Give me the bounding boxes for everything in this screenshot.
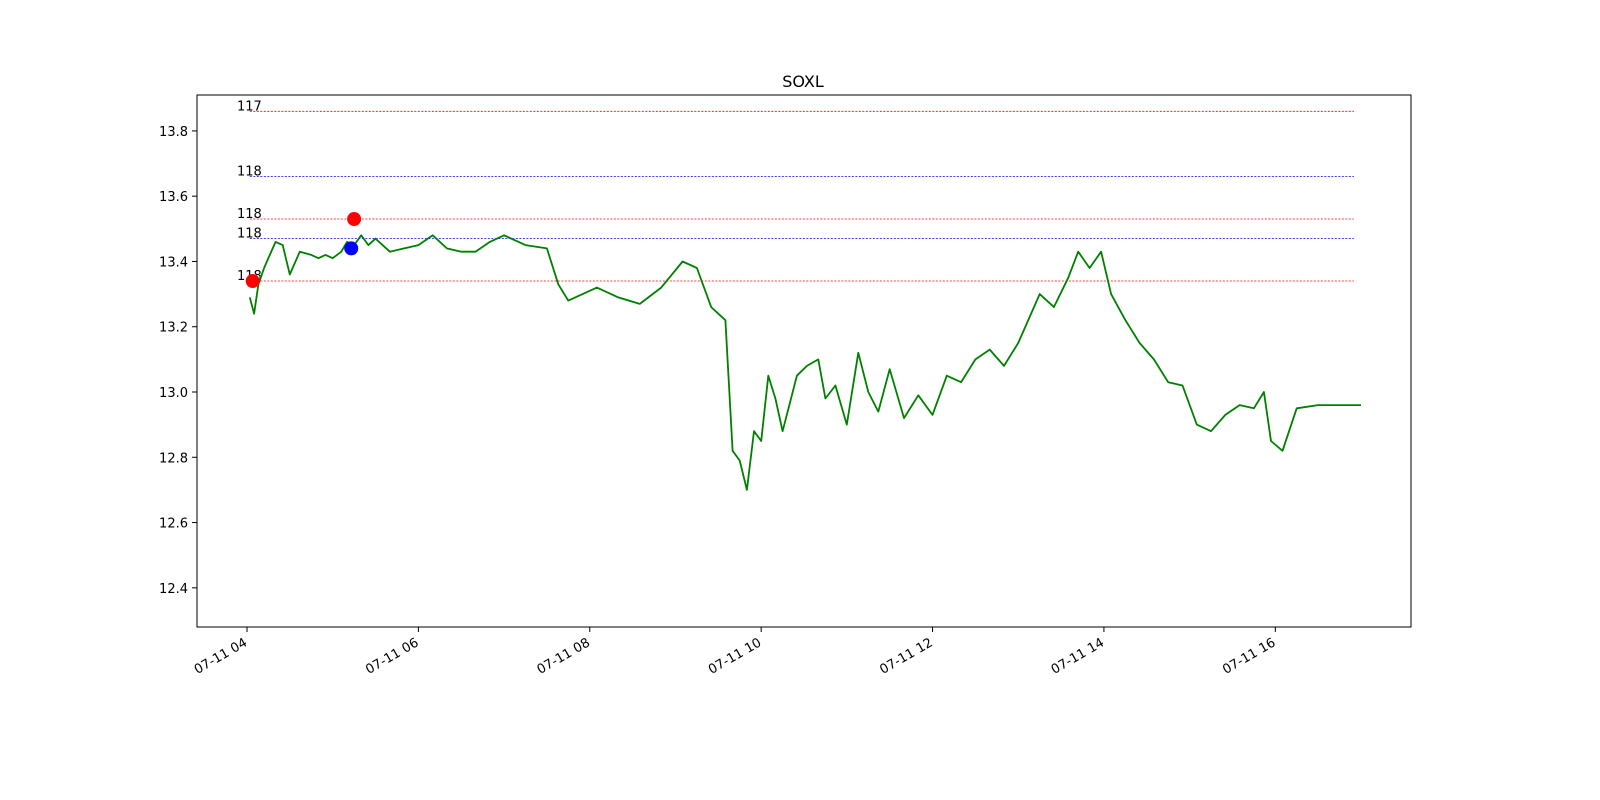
trade-markers bbox=[245, 212, 362, 289]
x-tick-label: 07-11 06 bbox=[363, 635, 421, 677]
x-tick-label: 07-11 16 bbox=[1220, 635, 1278, 677]
price-series bbox=[248, 234, 1361, 491]
price-line bbox=[248, 234, 1361, 491]
x-tick-label: 07-11 10 bbox=[706, 635, 764, 677]
sell-marker bbox=[245, 274, 260, 289]
y-tick-label: 12.4 bbox=[159, 582, 188, 597]
y-tick-label: 12.6 bbox=[159, 517, 188, 532]
horizontal-levels: 117118118118118 bbox=[237, 99, 1354, 284]
y-tick-label: 13.4 bbox=[159, 255, 188, 270]
x-axis: 07-11 04 07-11 06 07-11 08 07-11 10 07-11 12… bbox=[192, 627, 1278, 678]
level-label: 118 bbox=[237, 207, 262, 222]
level-label: 118 bbox=[237, 227, 262, 242]
y-tick-label: 13.6 bbox=[159, 190, 188, 205]
x-tick-label: 07-11 12 bbox=[877, 635, 935, 677]
x-tick-label: 07-11 14 bbox=[1049, 635, 1107, 677]
y-tick-label: 13.0 bbox=[159, 386, 188, 401]
x-tick-label: 07-11 04 bbox=[192, 635, 250, 677]
plot-frame bbox=[196, 94, 1412, 628]
level-label: 117 bbox=[237, 99, 262, 114]
buy-marker bbox=[344, 241, 359, 256]
x-tick-label: 07-11 08 bbox=[535, 635, 593, 677]
level-label: 118 bbox=[237, 165, 262, 180]
y-tick-label: 12.8 bbox=[159, 451, 188, 466]
y-tick-label: 13.2 bbox=[159, 321, 188, 336]
y-tick-label: 13.8 bbox=[159, 125, 188, 140]
sell-marker bbox=[347, 212, 362, 227]
chart-title: SOXL bbox=[782, 72, 824, 91]
y-axis: 12.4 12.6 12.8 13.0 13.2 13.4 13.6 13.8 bbox=[159, 125, 197, 597]
